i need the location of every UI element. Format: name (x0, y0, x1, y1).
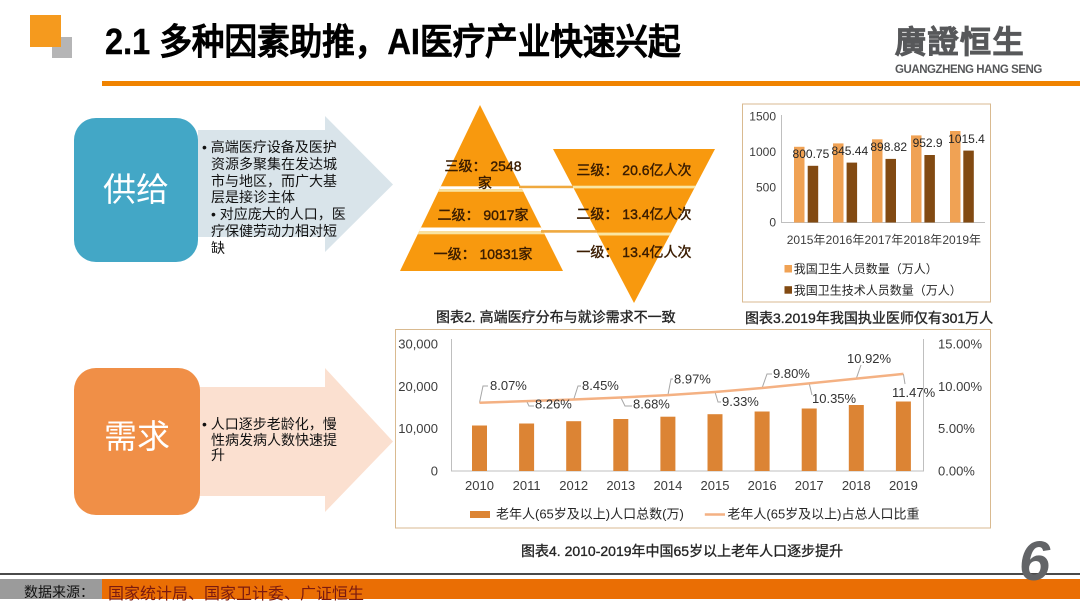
svg-text:1000: 1000 (749, 145, 776, 159)
svg-text:2017年: 2017年 (865, 233, 904, 247)
svg-text:2015: 2015 (701, 478, 730, 493)
svg-text:11.47%: 11.47% (892, 385, 936, 400)
svg-text:2010: 2010 (465, 478, 494, 493)
svg-text:10,000: 10,000 (398, 421, 438, 436)
svg-text:20,000: 20,000 (398, 379, 438, 394)
svg-text:8.68%: 8.68% (633, 397, 670, 412)
svg-text:2015年: 2015年 (787, 233, 826, 247)
svg-text:8.26%: 8.26% (535, 397, 572, 412)
svg-text:2013: 2013 (606, 478, 635, 493)
svg-text:898.82: 898.82 (870, 140, 907, 154)
svg-text:2018年: 2018年 (903, 233, 942, 247)
svg-text:0: 0 (769, 216, 776, 230)
svg-text:2018: 2018 (842, 478, 871, 493)
svg-text:5.00%: 5.00% (938, 421, 975, 436)
svg-text:9.33%: 9.33% (722, 394, 759, 409)
svg-text:1015.4: 1015.4 (948, 132, 985, 146)
svg-text:845.44: 845.44 (831, 144, 868, 158)
svg-text:0: 0 (431, 464, 438, 479)
svg-text:30,000: 30,000 (398, 337, 438, 352)
svg-text:1500: 1500 (749, 110, 776, 124)
svg-text:8.97%: 8.97% (674, 372, 711, 387)
svg-text:10.35%: 10.35% (812, 391, 857, 406)
svg-text:10.00%: 10.00% (938, 379, 983, 394)
svg-text:2017: 2017 (795, 478, 824, 493)
svg-text:2016: 2016 (748, 478, 777, 493)
svg-text:8.07%: 8.07% (490, 378, 527, 393)
svg-text:2019年: 2019年 (942, 233, 981, 247)
svg-text:2011: 2011 (513, 478, 541, 493)
svg-text:15.00%: 15.00% (938, 337, 983, 352)
svg-text:9.80%: 9.80% (773, 366, 810, 381)
svg-text:500: 500 (756, 180, 776, 194)
svg-text:800.75: 800.75 (793, 147, 830, 161)
svg-text:0.00%: 0.00% (938, 464, 975, 479)
svg-text:老年人(65岁及以上)占总人口比重: 老年人(65岁及以上)占总人口比重 (727, 507, 919, 522)
svg-text:8.45%: 8.45% (582, 378, 619, 393)
svg-text:10.92%: 10.92% (847, 351, 892, 366)
svg-text:老年人(65岁及以上)人口总数(万): 老年人(65岁及以上)人口总数(万) (496, 507, 684, 522)
svg-text:我国卫生人员数量（万人）: 我国卫生人员数量（万人） (794, 261, 938, 276)
svg-text:2012: 2012 (559, 478, 588, 493)
svg-text:我国卫生技术人员数量（万人）: 我国卫生技术人员数量（万人） (794, 282, 962, 297)
svg-text:952.9: 952.9 (913, 136, 943, 150)
svg-text:2014: 2014 (653, 478, 682, 493)
svg-text:2016年: 2016年 (826, 233, 865, 247)
svg-text:2019: 2019 (889, 478, 918, 493)
